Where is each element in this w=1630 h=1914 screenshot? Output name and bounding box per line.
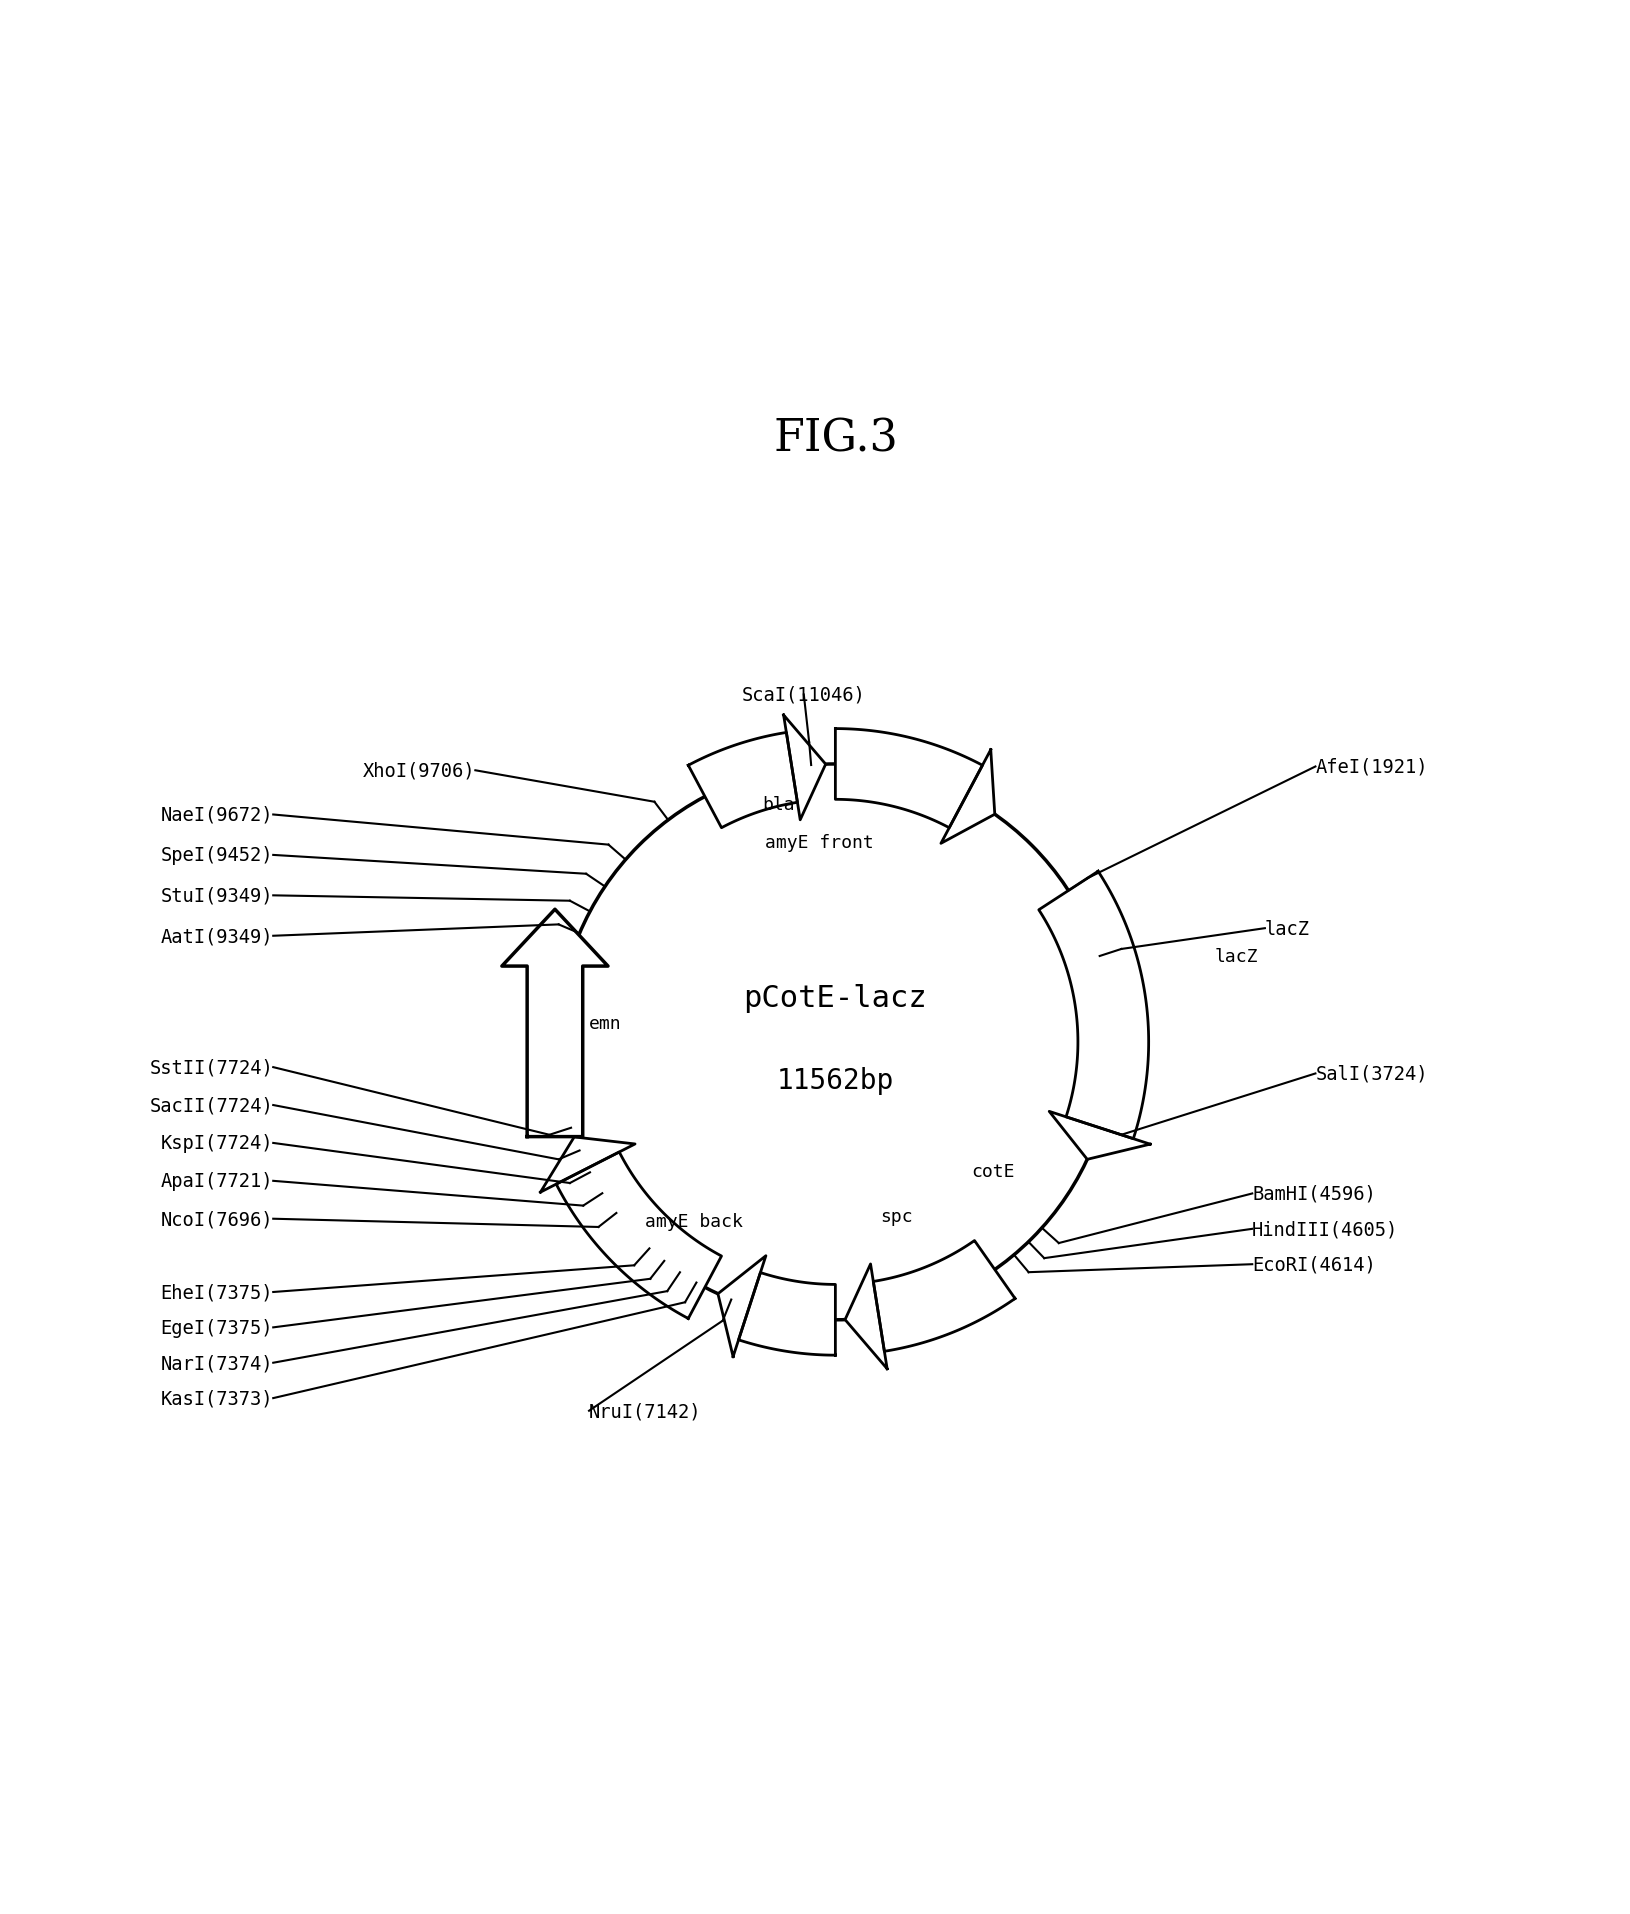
Text: XhoI(9706): XhoI(9706)	[363, 762, 476, 781]
Text: FIG.3: FIG.3	[773, 417, 898, 461]
Text: SstII(7724): SstII(7724)	[150, 1058, 274, 1078]
Text: NcoI(7696): NcoI(7696)	[161, 1210, 274, 1229]
Text: KspI(7724): KspI(7724)	[161, 1133, 274, 1152]
Text: SacII(7724): SacII(7724)	[150, 1097, 274, 1116]
Text: EgeI(7375): EgeI(7375)	[161, 1319, 274, 1338]
Polygon shape	[1050, 1112, 1151, 1160]
Polygon shape	[541, 1137, 636, 1192]
Polygon shape	[836, 729, 983, 829]
Text: bla: bla	[763, 796, 795, 813]
Text: amyE front: amyE front	[764, 835, 874, 852]
Text: AfeI(1921): AfeI(1921)	[1315, 758, 1428, 777]
Text: StuI(9349): StuI(9349)	[161, 886, 274, 905]
Text: ApaI(7721): ApaI(7721)	[161, 1171, 274, 1191]
Text: cotE: cotE	[971, 1162, 1015, 1181]
Text: pCotE-lacz: pCotE-lacz	[743, 984, 927, 1013]
Text: NruI(7142): NruI(7142)	[588, 1401, 701, 1420]
Polygon shape	[874, 1240, 1015, 1351]
Text: NarI(7374): NarI(7374)	[161, 1353, 274, 1372]
Text: ScaI(11046): ScaI(11046)	[742, 685, 866, 704]
Text: EcoRI(4614): EcoRI(4614)	[1252, 1256, 1376, 1275]
Text: AatI(9349): AatI(9349)	[161, 926, 274, 946]
Polygon shape	[784, 716, 826, 821]
Polygon shape	[502, 909, 608, 1137]
Text: NaeI(9672): NaeI(9672)	[161, 806, 274, 825]
Text: EheI(7375): EheI(7375)	[161, 1282, 274, 1302]
Text: BamHI(4596): BamHI(4596)	[1252, 1185, 1376, 1204]
Text: spc: spc	[880, 1208, 913, 1225]
Polygon shape	[1038, 871, 1149, 1139]
Text: lacZ: lacZ	[1265, 919, 1311, 938]
Text: emn: emn	[588, 1014, 621, 1032]
Text: amyE back: amyE back	[645, 1213, 743, 1231]
Polygon shape	[556, 1152, 722, 1319]
Polygon shape	[738, 1273, 835, 1355]
Polygon shape	[717, 1256, 766, 1357]
Polygon shape	[688, 733, 797, 829]
Text: SalI(3724): SalI(3724)	[1315, 1064, 1428, 1083]
Text: HindIII(4605): HindIII(4605)	[1252, 1219, 1399, 1238]
Polygon shape	[941, 750, 994, 844]
Polygon shape	[844, 1265, 887, 1369]
Text: lacZ: lacZ	[1214, 947, 1258, 965]
Text: SpeI(9452): SpeI(9452)	[161, 846, 274, 865]
Text: KasI(7373): KasI(7373)	[161, 1390, 274, 1409]
Text: 11562bp: 11562bp	[778, 1066, 893, 1095]
